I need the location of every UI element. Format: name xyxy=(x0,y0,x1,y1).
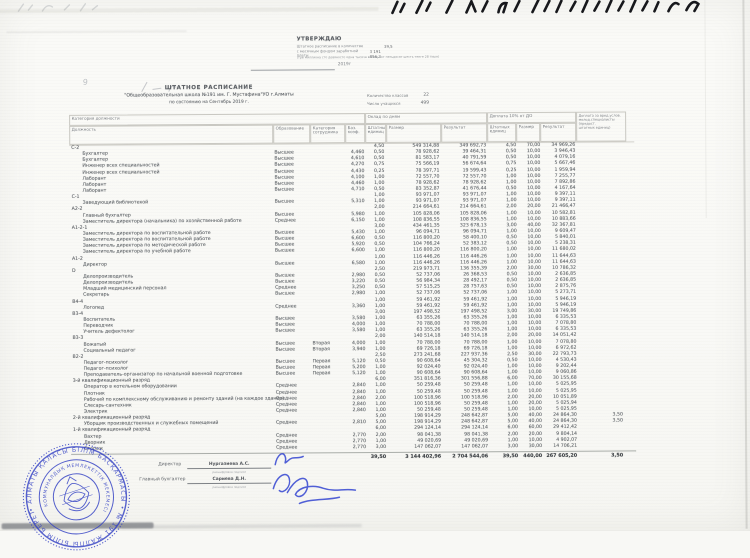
cell-s2: 30,00 xyxy=(528,443,543,449)
cell-r2: 14 706,21 xyxy=(553,443,578,449)
ink-signatures xyxy=(272,453,357,505)
cell-u2: 39,50 xyxy=(502,453,519,460)
accountant-label: Главный бухгалтер xyxy=(139,477,186,483)
header-emp-category: Категория сотрудника xyxy=(310,124,346,144)
header-education: Образование xyxy=(273,124,311,144)
accountant-sign-line xyxy=(187,476,272,485)
cell-u1: 39,50 xyxy=(370,453,387,461)
header-bonus-group: Доплата 10% от ДО xyxy=(487,111,577,124)
harm-line: штатных единиц) xyxy=(578,125,611,130)
pencil-marks xyxy=(141,81,177,92)
approval-title: УТВЕРЖДАЮ xyxy=(296,36,342,43)
date-underline xyxy=(250,63,335,71)
cell-u2: 3,00 xyxy=(507,444,519,450)
classes-value: 22 xyxy=(423,92,429,98)
harm-line: молод.специалисты (предост. xyxy=(578,117,615,126)
cell-u1: 3,00 xyxy=(375,444,387,450)
marker-scribble xyxy=(391,0,701,15)
header-harm-group: Доплата за вред.услов. молод.специалисты… xyxy=(576,111,627,142)
students-count: Число учащихся 499 xyxy=(367,101,429,106)
scan-smudge xyxy=(6,30,187,34)
paper-crease xyxy=(704,0,707,218)
faint-scribble xyxy=(17,3,99,12)
scanner-shadow xyxy=(121,524,362,529)
header-size-1: Размер xyxy=(386,123,442,143)
students-value: 499 xyxy=(420,100,430,106)
header-result-2: Результат xyxy=(540,122,577,142)
official-stamp: • АЛМАТЫ ҚАЛАСЫ БІЛІМ БАСҚАРМАСЫ • № 191… xyxy=(15,435,138,558)
as-of-date: по состоянию на Сентябрь 2019 г. xyxy=(169,99,249,105)
signature-caption: расшифровка подписи xyxy=(212,469,247,474)
classes-label: Количество классов xyxy=(366,92,409,99)
signature-block: Директор Нургазиева А.С. расшифровка под… xyxy=(0,0,748,505)
school-name: "Общеобразовательная школа №191 им. Г. М… xyxy=(124,91,294,99)
cell-r1: 147 062,07 xyxy=(461,444,489,450)
cell-s2: 440,00 xyxy=(523,453,543,460)
amount-in-words: (Три миллиона сто девяносто одна тысяча … xyxy=(296,54,440,60)
header-result-1: Результат xyxy=(441,123,488,143)
table-body: C-2 4,50 549 314,88 349 692,73 4,50 70,00 34 9… xyxy=(69,141,637,463)
header-size-2: Размер xyxy=(516,122,541,143)
staffing-table: Категория должности Оклад по дням Доплат… xyxy=(69,111,637,463)
header-base-coef: Баз. коэф. xyxy=(345,124,366,144)
cell-r1: 2 704 544,06 xyxy=(452,453,489,460)
header-salary-group: Оклад по дням xyxy=(365,112,488,125)
signature-caption: расшифровка подписи xyxy=(212,484,247,489)
cell-r2: 267 605,20 xyxy=(546,452,578,459)
director-label: Директор xyxy=(158,462,182,468)
header-position: Должность xyxy=(69,124,274,145)
director-sign-line xyxy=(187,461,272,470)
header-units-1: Штатных единиц xyxy=(365,123,387,144)
svg-text:• АЛМАТЫ ҚАЛАСЫ БІЛІМ БАСҚАРМА: • АЛМАТЫ ҚАЛАСЫ БІЛІМ БАСҚАРМАСЫ • № 191… xyxy=(15,435,138,558)
pencil-note: 9 xyxy=(82,77,89,88)
cell-s1: 3 144 402,96 xyxy=(405,453,442,460)
date-year: 2019г xyxy=(337,62,351,68)
page-title: ШТАТНОЕ РАСПИСАНИЕ xyxy=(164,84,254,92)
students-label: Число учащихся xyxy=(366,100,401,107)
stamp-ring-text: • АЛМАТЫ ҚАЛАСЫ БІЛІМ БАСҚАРМАСЫ • № 191… xyxy=(15,435,138,558)
paper-edge xyxy=(742,0,748,529)
cell-v: 3,50 xyxy=(611,452,624,459)
classes-count: Количество классов 22 xyxy=(367,93,429,98)
cell-s1: 147 062,07 xyxy=(414,444,442,450)
header-units-2: Штатных единиц xyxy=(487,123,517,143)
